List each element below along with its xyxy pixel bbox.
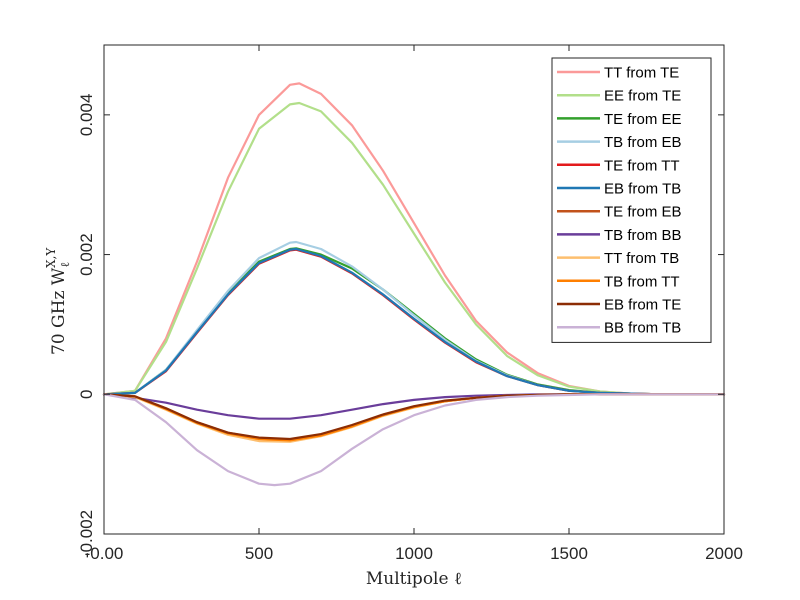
legend-label: TE from TT bbox=[604, 157, 680, 174]
plot-area bbox=[102, 44, 726, 535]
legend-item: TE from EE bbox=[557, 111, 682, 128]
x-tick-label: 500 bbox=[245, 544, 273, 563]
y-tick-label: 0 bbox=[77, 390, 96, 399]
y-axis-label-sub: ℓ bbox=[58, 262, 72, 268]
y-axis-label: 70 GHz WℓX,Y bbox=[44, 247, 72, 355]
legend-label: EB from TE bbox=[604, 297, 681, 314]
y-axis-label-sup: X,Y bbox=[44, 247, 58, 268]
legend-item: EB from TE bbox=[557, 297, 681, 314]
legend-item: EE from TE bbox=[557, 88, 681, 105]
x-axis-label: Multipole ℓ bbox=[366, 569, 462, 589]
y-tick-label: 0.002 bbox=[77, 233, 96, 276]
legend-label: BB from TB bbox=[604, 320, 681, 337]
legend-item: TB from TT bbox=[557, 273, 680, 290]
ticks-layer bbox=[103, 45, 725, 535]
legend-item: BB from TB bbox=[557, 320, 681, 337]
y-tick-label: 0.004 bbox=[77, 94, 96, 137]
legend-item: TB from BB bbox=[557, 227, 682, 244]
legend-item: TT from TB bbox=[557, 250, 679, 267]
legend-label: TT from TB bbox=[604, 250, 679, 267]
x-tick-label: 1000 bbox=[395, 544, 433, 563]
legend-item: TB from EB bbox=[557, 134, 682, 151]
legend-label: TB from EB bbox=[604, 134, 682, 151]
series-line-12 bbox=[102, 393, 726, 487]
legend-item: TE from EB bbox=[557, 204, 682, 221]
legend-label: TE from EE bbox=[604, 111, 682, 128]
legend-label: EB from TB bbox=[604, 181, 681, 198]
legend: TT from TE EE from TE TE from EE TB from EB… bbox=[551, 57, 712, 343]
legend-label: TE from EB bbox=[604, 204, 682, 221]
legend-label: TT from TE bbox=[604, 65, 679, 82]
y-tick-labels: -0.002 0 0.002 0.004 bbox=[77, 94, 96, 559]
legend-label: TB from BB bbox=[604, 227, 682, 244]
series-layer bbox=[102, 82, 726, 487]
legend-label: TB from TT bbox=[604, 273, 680, 290]
legend-item: EB from TB bbox=[557, 181, 681, 198]
legend-item: TT from TE bbox=[557, 65, 679, 82]
legend-item: TE from TT bbox=[557, 157, 680, 174]
x-tick-label: 2000 bbox=[705, 544, 743, 563]
y-axis-label-prefix: 70 GHz W bbox=[49, 267, 69, 355]
x-tick-label: -0.00 bbox=[85, 544, 124, 563]
x-tick-labels: -0.00 500 1000 1500 2000 bbox=[85, 544, 743, 563]
legend-box bbox=[551, 57, 712, 343]
legend-items: TT from TE EE from TE TE from EE TB from EB… bbox=[557, 65, 682, 337]
legend-label: EE from TE bbox=[604, 88, 681, 105]
y-tick-label: -0.002 bbox=[77, 510, 96, 558]
x-tick-label: 1500 bbox=[550, 544, 588, 563]
